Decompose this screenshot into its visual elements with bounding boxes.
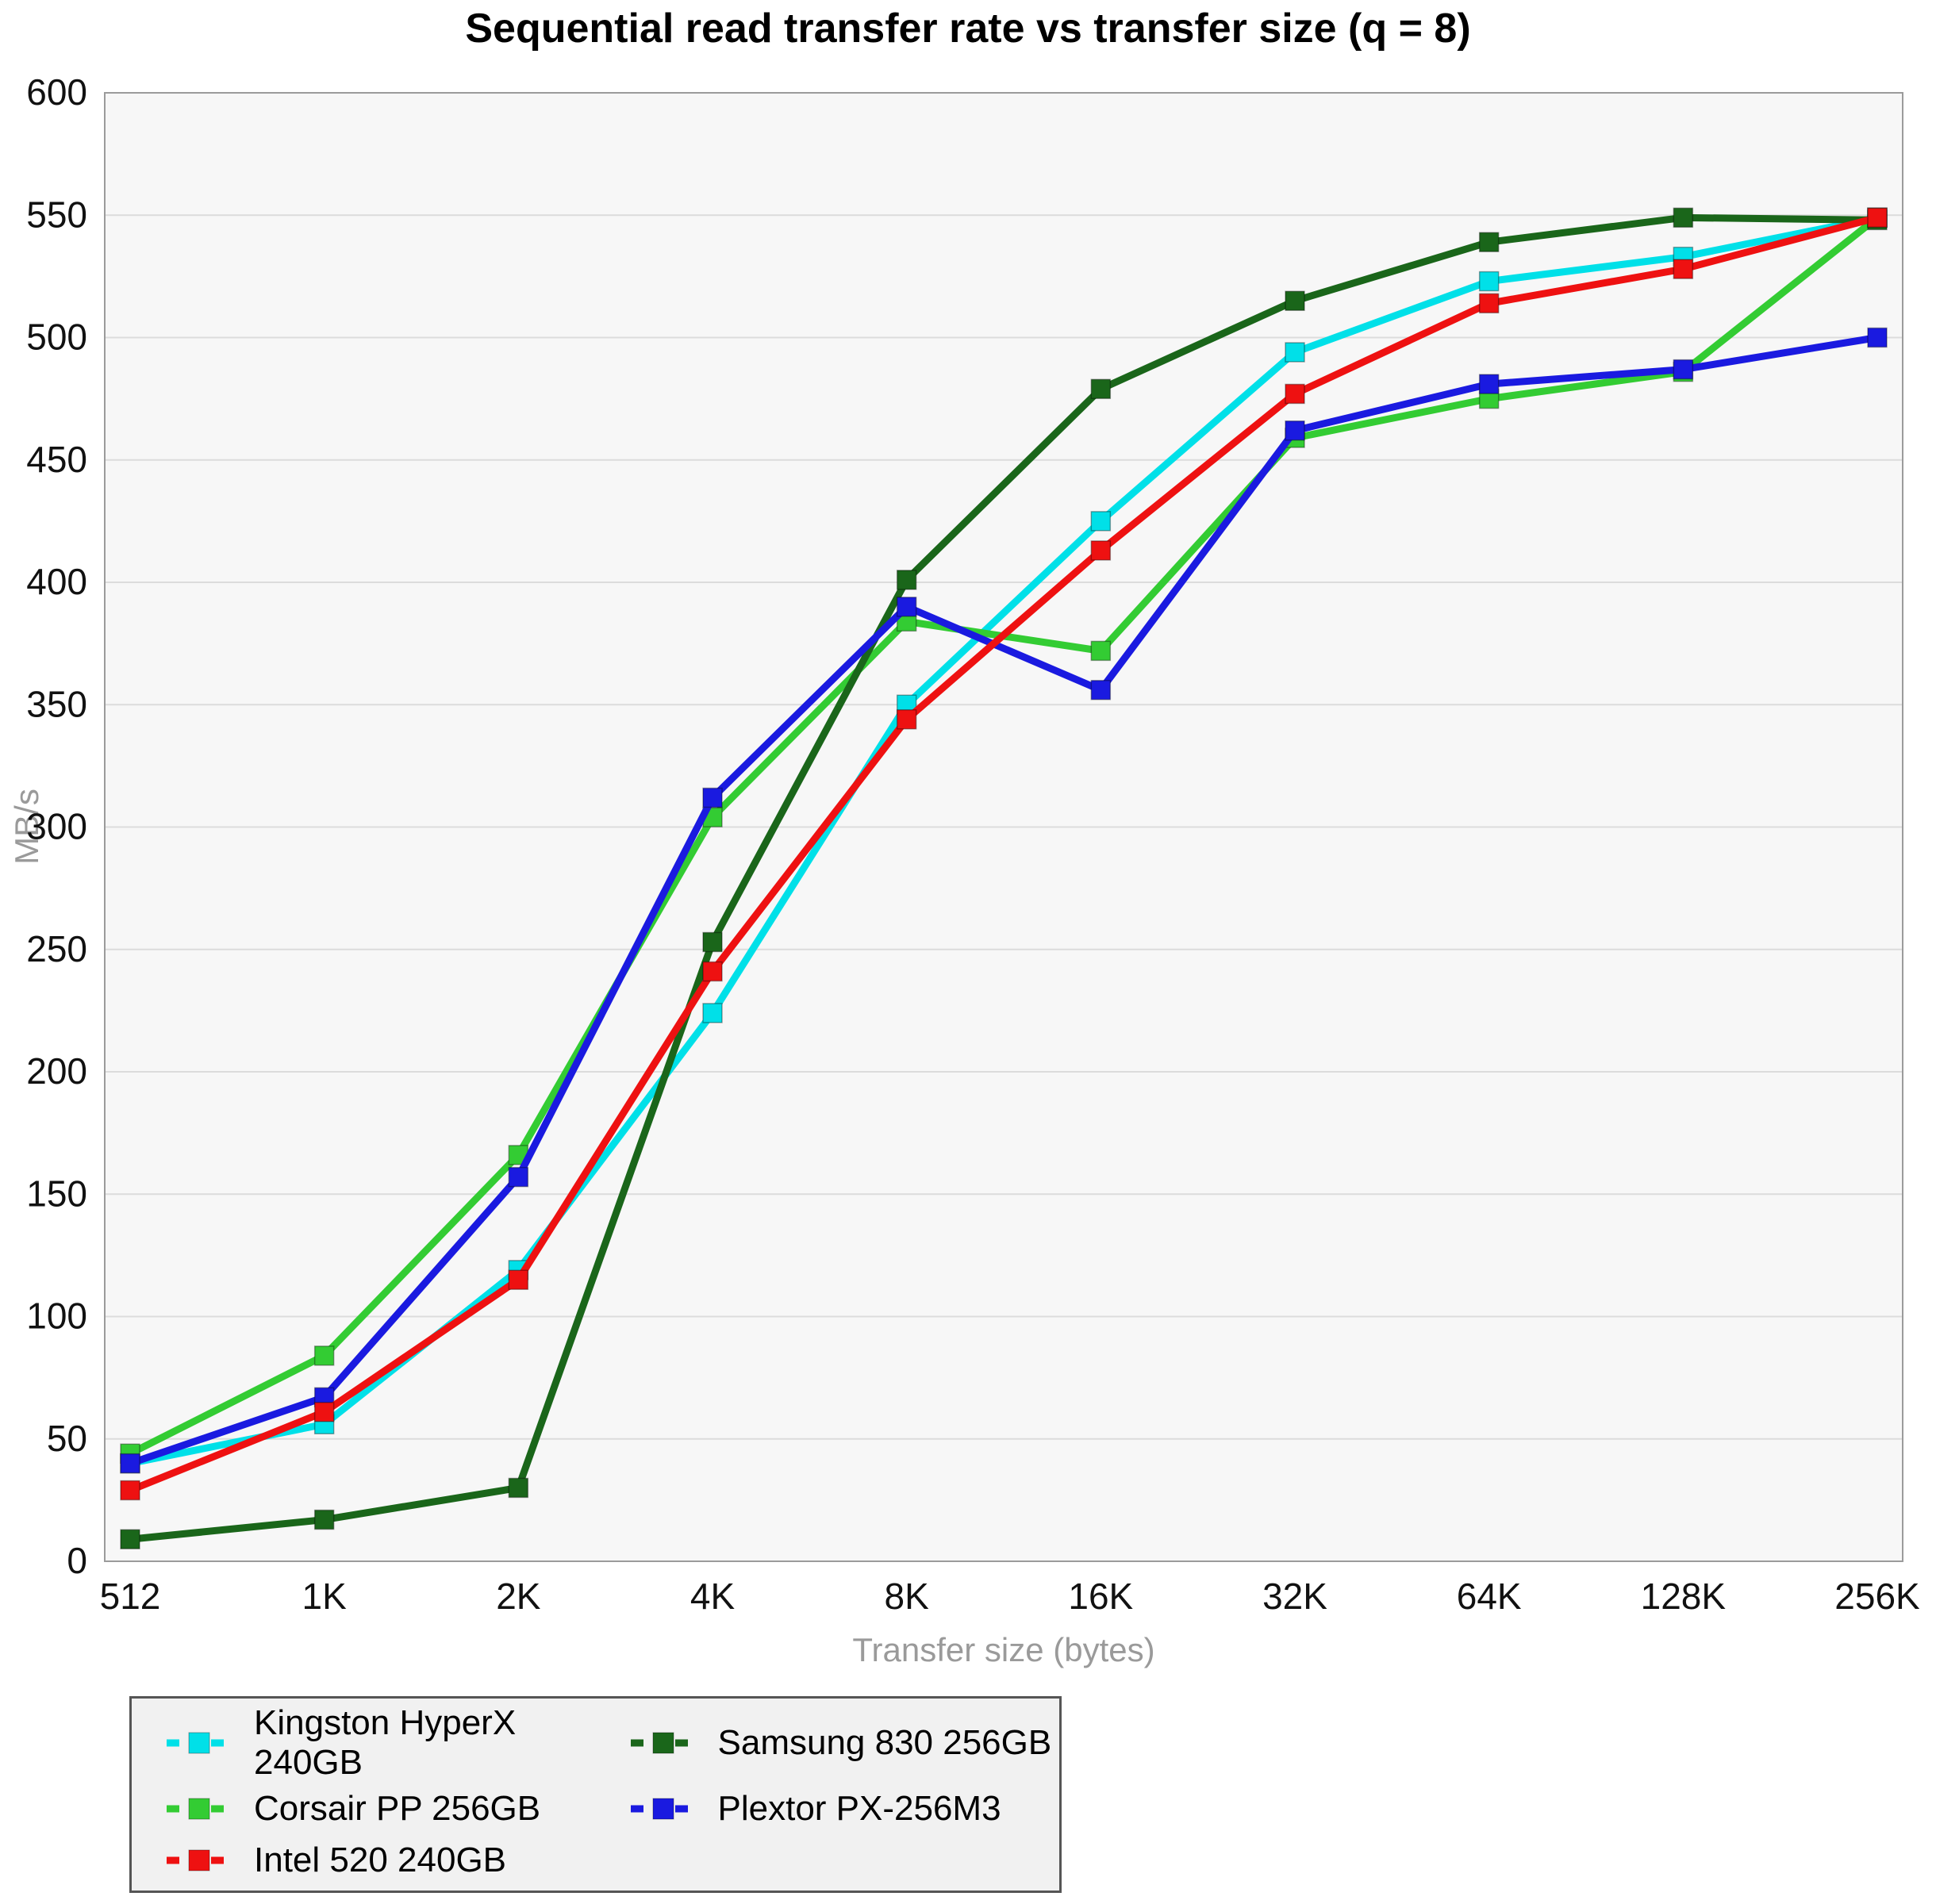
x-tick-label: 1K bbox=[302, 1576, 348, 1617]
series-marker bbox=[1867, 207, 1888, 228]
series-marker bbox=[896, 570, 917, 590]
series-marker bbox=[313, 1345, 335, 1366]
series-marker bbox=[508, 1166, 529, 1188]
plot-border bbox=[104, 92, 1903, 1562]
x-axis-label: Transfer size (bytes) bbox=[852, 1631, 1155, 1668]
series-marker bbox=[702, 961, 723, 982]
y-tick-label: 0 bbox=[67, 1540, 87, 1581]
series-marker bbox=[120, 1480, 140, 1501]
series-marker bbox=[1673, 359, 1694, 380]
series-marker bbox=[1285, 342, 1305, 363]
series-marker bbox=[1867, 327, 1888, 348]
legend-label: Corsair PP 256GB bbox=[254, 1788, 541, 1828]
legend: Kingston HyperX 240GB Corsair PP 256GB Int… bbox=[129, 1696, 1062, 1893]
series-marker bbox=[1285, 290, 1305, 311]
legend-label: Samsung 830 256GB bbox=[717, 1723, 1052, 1762]
series-marker bbox=[1478, 293, 1500, 314]
x-tick-label: 4K bbox=[690, 1576, 736, 1617]
y-tick-label: 300 bbox=[26, 806, 87, 847]
legend-marker-icon bbox=[630, 1798, 696, 1819]
y-tick-label: 150 bbox=[26, 1173, 87, 1214]
series-marker bbox=[120, 1453, 140, 1474]
series-marker bbox=[896, 709, 917, 730]
y-tick-label: 550 bbox=[26, 194, 87, 235]
series-marker bbox=[120, 1529, 140, 1549]
y-tick-label: 200 bbox=[26, 1050, 87, 1092]
x-tick-label: 2K bbox=[496, 1576, 541, 1617]
series-marker bbox=[508, 1269, 529, 1290]
series-marker bbox=[1090, 640, 1112, 662]
series-marker bbox=[1673, 207, 1694, 228]
x-tick-label: 16K bbox=[1068, 1576, 1133, 1617]
y-tick-label: 350 bbox=[26, 683, 87, 724]
series-marker bbox=[313, 1402, 335, 1422]
legend-marker-icon bbox=[630, 1732, 696, 1754]
y-tick-label: 50 bbox=[47, 1418, 87, 1459]
legend-marker-icon bbox=[167, 1798, 232, 1819]
x-tick-label: 512 bbox=[100, 1576, 161, 1617]
y-tick-label: 400 bbox=[26, 561, 87, 602]
legend-item: Corsair PP 256GB bbox=[132, 1789, 596, 1829]
legend-label: Kingston HyperX 240GB bbox=[254, 1703, 517, 1782]
series-marker bbox=[1285, 383, 1305, 405]
x-tick-label: 8K bbox=[885, 1576, 930, 1617]
series-line bbox=[126, 213, 1881, 1543]
chart-title: Sequential read transfer rate vs transfe… bbox=[465, 6, 1471, 52]
series-marker bbox=[313, 1509, 335, 1530]
series-marker bbox=[1090, 540, 1112, 561]
x-tick-label: 256K bbox=[1834, 1576, 1920, 1617]
legend-item: Plextor PX-256M3 bbox=[596, 1789, 1060, 1829]
series-marker bbox=[896, 597, 917, 617]
y-tick-label: 600 bbox=[26, 71, 87, 113]
series-marker bbox=[1090, 679, 1112, 701]
series-marker bbox=[1478, 271, 1500, 292]
legend-label: Plextor PX-256M3 bbox=[717, 1788, 1001, 1828]
legend-label: Intel 520 240GB bbox=[254, 1840, 507, 1879]
x-tick-label: 64K bbox=[1457, 1576, 1522, 1617]
y-tick-label: 450 bbox=[26, 439, 87, 480]
x-tick-label: 128K bbox=[1641, 1576, 1727, 1617]
y-tick-label: 100 bbox=[26, 1296, 87, 1337]
y-tick-label: 500 bbox=[26, 317, 87, 358]
series-marker bbox=[1090, 511, 1112, 532]
series-marker bbox=[1285, 420, 1305, 441]
series-marker bbox=[702, 931, 723, 953]
series-marker bbox=[702, 1003, 723, 1023]
legend-item: Kingston HyperX 240GB bbox=[132, 1703, 596, 1783]
legend-marker-icon bbox=[167, 1849, 232, 1871]
x-tick-label: 32K bbox=[1262, 1576, 1327, 1617]
series-line bbox=[126, 213, 1881, 1495]
legend-item: Samsung 830 256GB bbox=[596, 1723, 1060, 1763]
series-marker bbox=[1673, 259, 1694, 279]
y-tick-label: 250 bbox=[26, 928, 87, 969]
series-line bbox=[126, 334, 1881, 1468]
series-marker bbox=[702, 787, 723, 808]
series-marker bbox=[1478, 374, 1500, 394]
series-marker bbox=[508, 1477, 529, 1499]
legend-marker-icon bbox=[167, 1732, 232, 1754]
legend-item: Intel 520 240GB bbox=[132, 1841, 596, 1880]
series-marker bbox=[1478, 232, 1500, 252]
series-marker bbox=[1090, 378, 1112, 400]
